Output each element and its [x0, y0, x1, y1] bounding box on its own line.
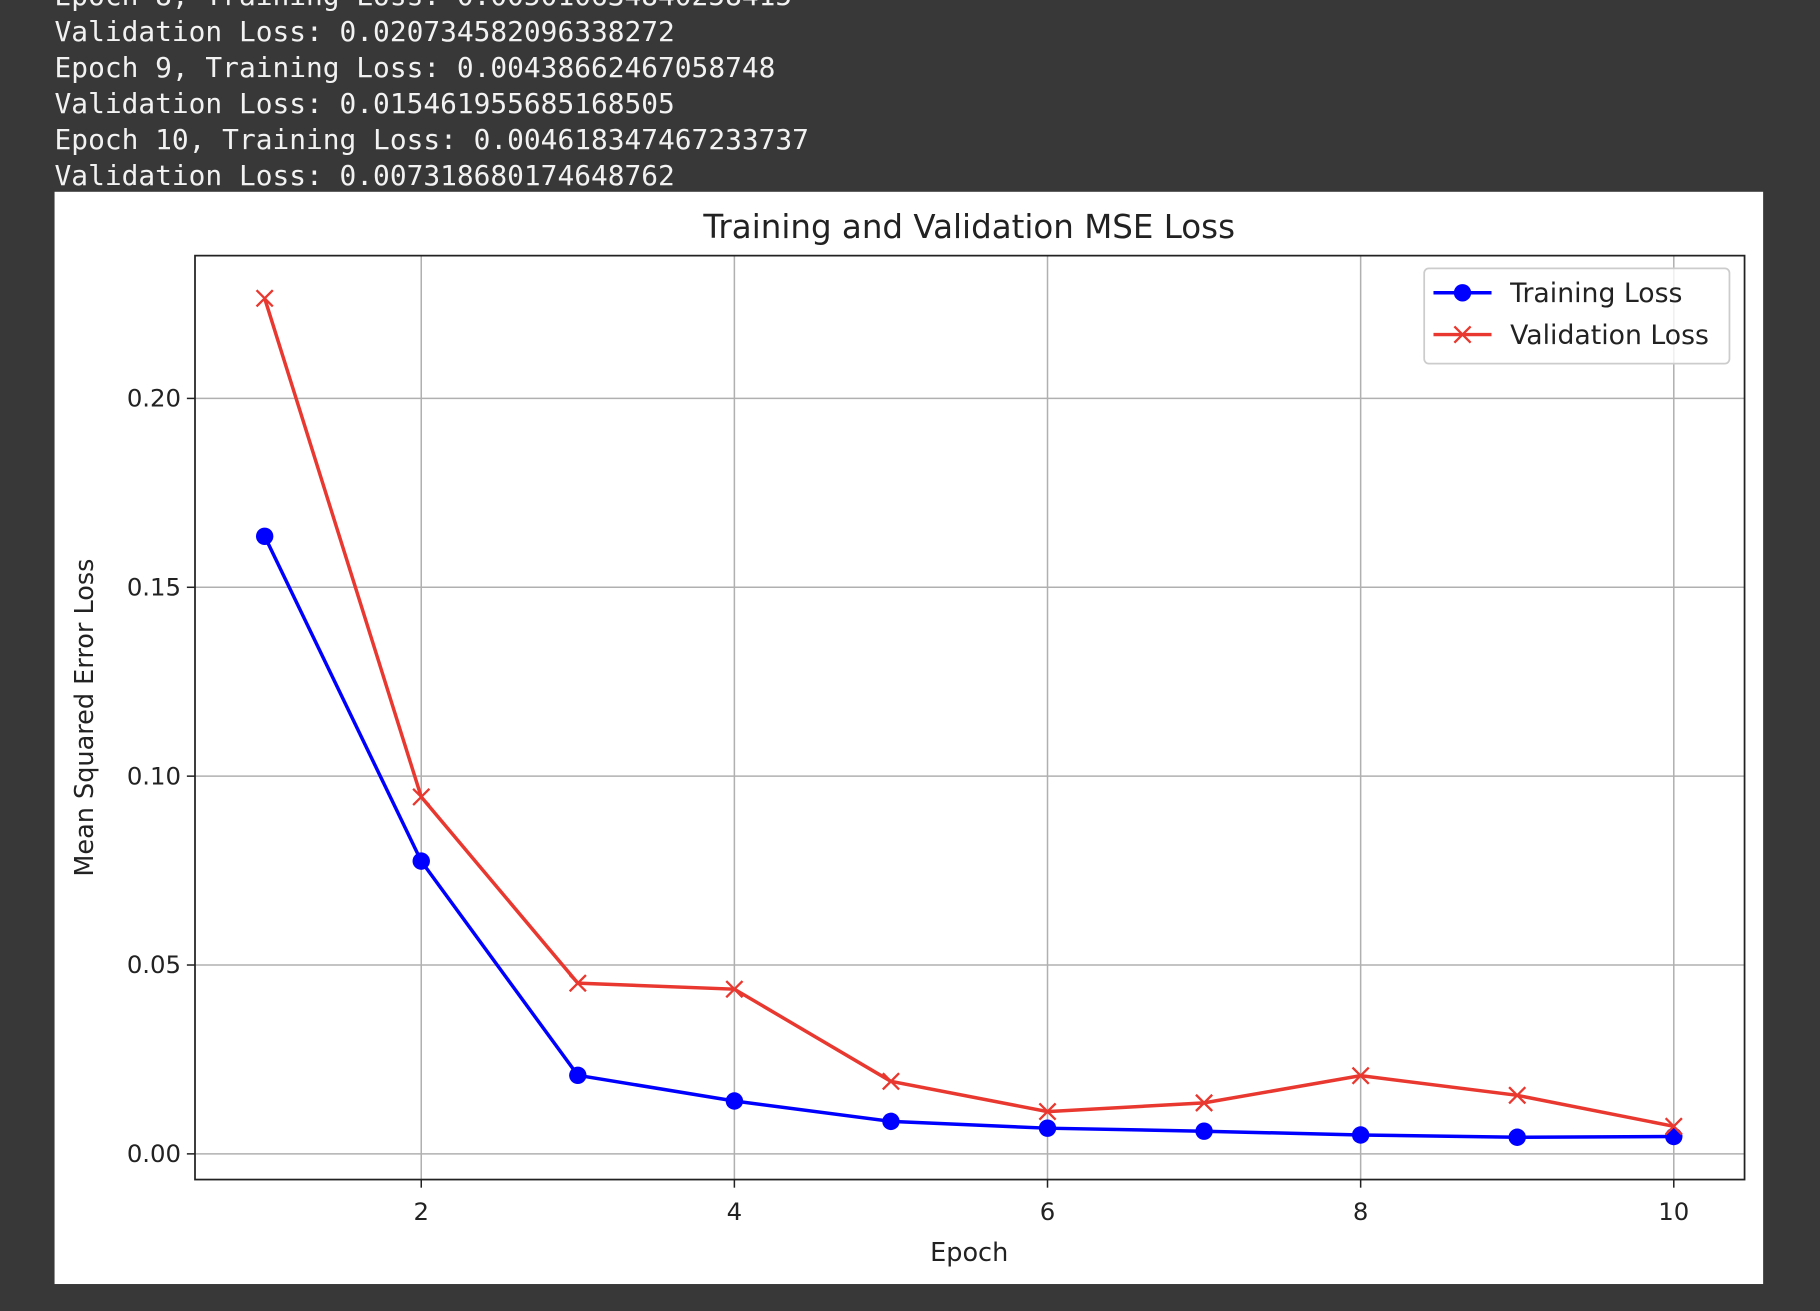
y-tick-label: 0.20	[127, 384, 181, 413]
point	[725, 1092, 744, 1110]
point	[412, 852, 430, 870]
legend-box	[1423, 267, 1731, 365]
point	[881, 1072, 900, 1091]
point	[412, 787, 431, 806]
output-line: Epoch 8, Training Loss: 0.00501063484025…	[55, 0, 793, 12]
point	[1038, 1119, 1057, 1137]
point	[255, 289, 274, 308]
x-tick-label: 10	[1658, 1197, 1689, 1226]
point	[569, 1066, 587, 1085]
output-line: Validation Loss: 0.020734582096338272	[55, 15, 675, 48]
point	[1508, 1086, 1527, 1105]
output-line: Validation Loss: 0.015461955685168505	[55, 87, 675, 120]
point	[725, 980, 744, 999]
legend-label: Validation Loss	[1510, 320, 1709, 351]
y-axis-label: Mean Squared Error Loss	[70, 559, 100, 877]
point	[255, 527, 274, 545]
chart-title: Training and Validation MSE Loss	[702, 208, 1235, 246]
point	[882, 1112, 900, 1131]
legend-marker	[1453, 325, 1472, 344]
output-line: Validation Loss: 0.007318680174648762	[55, 159, 675, 192]
legend-marker	[1453, 284, 1472, 302]
plot-frame	[194, 254, 1746, 1181]
point	[568, 974, 587, 993]
x-tick-label: 6	[1040, 1197, 1056, 1226]
y-tick-label: 0.05	[127, 950, 181, 979]
x-tick-label: 8	[1353, 1197, 1369, 1226]
y-tick-label: 0.15	[127, 572, 181, 601]
x-tick-label: 4	[727, 1197, 742, 1226]
chart-area	[54, 191, 1764, 1285]
series-line	[263, 535, 1674, 1139]
x-tick-label: 2	[413, 1197, 429, 1226]
point	[1195, 1093, 1214, 1112]
series-line	[263, 297, 1675, 1129]
y-tick-label: 0.10	[127, 761, 181, 790]
output-line: Epoch 9, Training Loss: 0.00438662467058…	[55, 51, 776, 84]
point	[1038, 1102, 1057, 1121]
point	[1665, 1127, 1683, 1146]
point	[1351, 1126, 1370, 1144]
point	[1508, 1128, 1526, 1146]
legend-label: Training Loss	[1509, 278, 1682, 309]
point	[1664, 1117, 1683, 1136]
point	[1351, 1066, 1370, 1085]
point	[1195, 1122, 1213, 1140]
output-line: Epoch 10, Training Loss: 0.0046183474672…	[55, 123, 809, 156]
y-tick-label: 0.00	[127, 1139, 181, 1168]
x-axis-label: Epoch	[930, 1238, 1008, 1268]
